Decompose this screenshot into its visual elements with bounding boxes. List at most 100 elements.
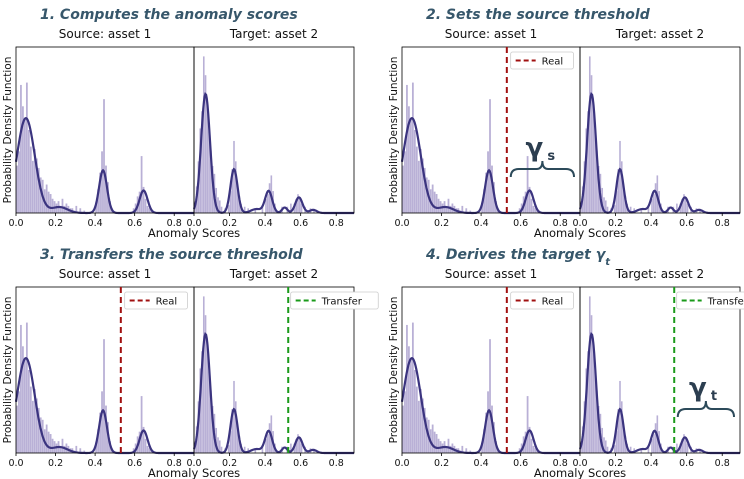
x-tick-label: 0.8 bbox=[329, 218, 344, 229]
histogram-bar bbox=[437, 438, 440, 453]
x-tick-label: 0.6 bbox=[293, 458, 308, 469]
histogram-bar bbox=[97, 429, 99, 453]
kde-line bbox=[14, 357, 194, 455]
gamma-symbol: γ bbox=[526, 133, 544, 163]
x-tick-label: 0.2 bbox=[222, 458, 237, 469]
subplot-source: Source: asset 1 0.0 0.2 0.4 0.6 0.8 bbox=[8, 27, 195, 229]
histogram-bar bbox=[594, 371, 596, 453]
x-tick-label: 0.6 bbox=[513, 458, 528, 469]
histogram-bar bbox=[75, 205, 78, 213]
axes-frame bbox=[193, 286, 355, 454]
histogram-bar bbox=[640, 208, 643, 213]
histogram-bar bbox=[423, 167, 426, 213]
histogram-bar bbox=[528, 426, 531, 453]
histogram-bar bbox=[408, 346, 410, 453]
histogram-bar bbox=[75, 445, 78, 453]
histogram-bar bbox=[33, 148, 36, 213]
histogram-bar bbox=[243, 206, 246, 213]
panel-title-subscript: t bbox=[605, 257, 611, 268]
histogram-bar bbox=[24, 358, 26, 453]
x-axis-label: Anomaly Scores bbox=[148, 226, 240, 240]
histogram-bar bbox=[201, 111, 203, 213]
histogram-bar bbox=[528, 186, 531, 213]
histogram-bar bbox=[234, 401, 237, 453]
histogram-bar bbox=[617, 169, 620, 213]
histogram-bar bbox=[686, 203, 689, 213]
histogram-bar bbox=[530, 438, 533, 453]
histogram-bar bbox=[206, 341, 209, 453]
histogram-bar bbox=[686, 443, 689, 453]
histogram-bar bbox=[266, 434, 269, 453]
histogram-bar bbox=[404, 151, 406, 213]
subplot-title: Target: asset 2 bbox=[615, 27, 704, 41]
histogram-bar bbox=[469, 450, 472, 453]
x-tick-label: 0.0 bbox=[394, 218, 409, 229]
gamma-subscript: t bbox=[711, 389, 717, 404]
x-tick-label: 0.0 bbox=[186, 218, 201, 229]
x-tick-label: 0.0 bbox=[572, 218, 587, 229]
kde-line bbox=[400, 357, 580, 455]
histogram-bar bbox=[25, 82, 28, 213]
x-tick-label: 0.4 bbox=[474, 458, 489, 469]
kde-line bbox=[14, 117, 194, 215]
histogram-bar bbox=[449, 445, 452, 453]
histogram-bar bbox=[201, 351, 203, 453]
histogram-bar bbox=[144, 438, 147, 453]
histogram-bar bbox=[31, 400, 34, 453]
histogram-bar bbox=[144, 198, 147, 213]
x-tick-label: 0.2 bbox=[434, 218, 449, 229]
histogram-bar bbox=[83, 450, 86, 453]
histogram-bar bbox=[83, 210, 86, 213]
histogram-bar bbox=[202, 296, 205, 453]
histogram-bar bbox=[218, 440, 221, 453]
histogram-bar bbox=[629, 206, 632, 213]
histogram-bar bbox=[408, 106, 410, 213]
histogram-bar bbox=[652, 194, 655, 213]
histogram-bar bbox=[425, 177, 428, 213]
histogram-bar bbox=[681, 438, 684, 453]
x-tick-label: 0.2 bbox=[434, 458, 449, 469]
axes-frame bbox=[193, 46, 355, 214]
histogram-bar bbox=[231, 169, 234, 213]
histogram-bar bbox=[587, 351, 589, 453]
histogram-bar bbox=[419, 148, 422, 213]
histogram-bar bbox=[465, 208, 468, 213]
x-tick-label: 0.2 bbox=[48, 458, 63, 469]
histogram-bar bbox=[421, 158, 424, 213]
histogram-bar bbox=[18, 391, 20, 453]
histogram-bar bbox=[148, 208, 151, 213]
histogram-bar bbox=[596, 150, 598, 213]
histogram-bar bbox=[298, 438, 301, 453]
histogram-bar bbox=[590, 315, 593, 453]
subplot-target: Target: asset 2 0.0 0.2 0.4 0.6 0.8 Transfer bbox=[186, 267, 379, 469]
histogram-bar bbox=[622, 426, 625, 453]
histogram-bar bbox=[406, 324, 408, 453]
histogram-bar bbox=[601, 187, 604, 213]
histogram-bar bbox=[140, 396, 143, 453]
histogram-bar bbox=[45, 424, 48, 453]
histogram-bar bbox=[423, 407, 426, 453]
histogram-bar bbox=[487, 151, 489, 213]
histogram-bar bbox=[265, 438, 267, 453]
subplot-title: Source: asset 1 bbox=[59, 267, 151, 281]
histogram-bar bbox=[487, 391, 489, 453]
histogram-bar bbox=[215, 187, 218, 213]
panel-title-3: 3. Transfers the source threshold bbox=[40, 247, 304, 263]
histogram-bar bbox=[683, 194, 685, 213]
histogram-bar bbox=[620, 161, 623, 213]
histogram-bar bbox=[619, 380, 621, 453]
brace-path bbox=[509, 160, 575, 178]
histogram-bar bbox=[421, 398, 424, 453]
legend-label: Transfer bbox=[321, 297, 363, 308]
histogram-bar bbox=[101, 391, 103, 453]
histogram-bar bbox=[39, 177, 42, 213]
x-tick-label: 0.6 bbox=[293, 218, 308, 229]
histogram-bar bbox=[105, 165, 107, 213]
histogram-bar bbox=[150, 450, 153, 453]
histogram-bar bbox=[210, 390, 212, 453]
histogram-bar bbox=[39, 417, 42, 453]
legend-label: Real bbox=[542, 57, 564, 68]
histogram-bar bbox=[413, 370, 416, 453]
